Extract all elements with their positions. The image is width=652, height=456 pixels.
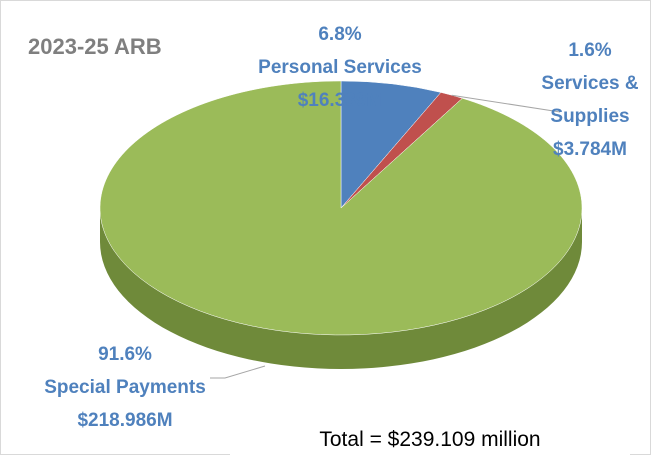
total-annotation: Total = $239.109 million	[230, 424, 630, 456]
slice-label: 6.8% Personal Services $16.339M	[235, 18, 445, 117]
slice-label: 91.6% Special Payments $218.986M	[10, 338, 240, 437]
chart-title: 2023-25 ARB	[28, 34, 162, 59]
percent-label: 1.6%	[568, 40, 612, 61]
amount-label: $218.986M	[77, 410, 173, 431]
category-label: Services & Supplies	[541, 73, 639, 127]
percent-label: 91.6%	[98, 344, 152, 365]
slice-label: 1.6% Services & Supplies $3.784M	[530, 34, 650, 166]
percent-label: 6.8%	[318, 24, 362, 45]
amount-label: $3.784M	[553, 139, 627, 160]
pie-side	[100, 208, 582, 369]
leader-line	[210, 365, 266, 379]
category-label: Personal Services	[258, 57, 422, 78]
category-label: Special Payments	[44, 377, 206, 398]
amount-label: $16.339M	[297, 90, 383, 111]
pie-slice	[99, 80, 583, 336]
leader-line	[451, 94, 561, 113]
